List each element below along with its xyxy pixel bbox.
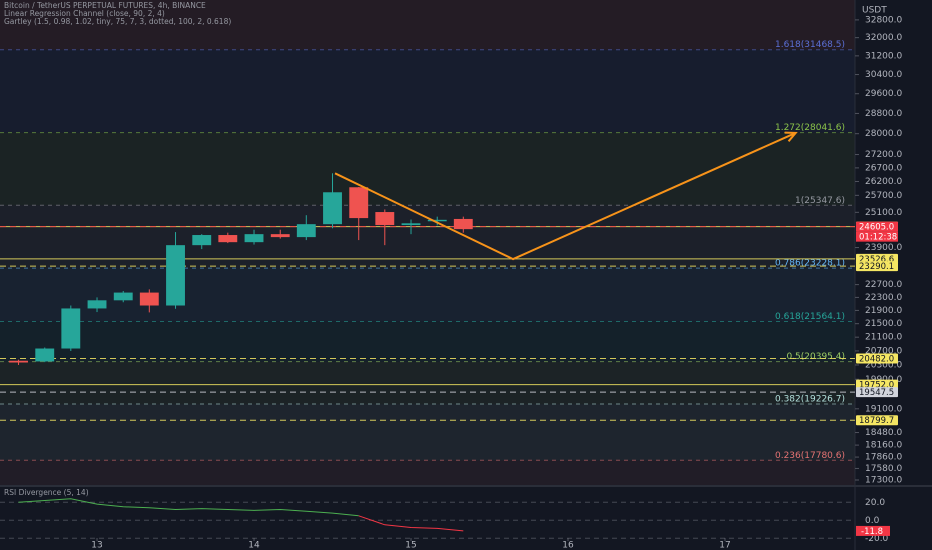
indicator-label: Linear Regression Channel (close, 90, 2,… xyxy=(4,9,165,18)
price-label-box xyxy=(856,353,898,364)
price-label: 18799.7 xyxy=(859,416,894,426)
x-tick-label: 14 xyxy=(248,541,260,550)
fib-label: 0.382(19226.7) xyxy=(775,395,845,405)
rsi-line xyxy=(18,498,359,517)
x-tick-label: 16 xyxy=(562,541,574,550)
y-tick-label: 21100.0 xyxy=(865,333,902,343)
x-tick-label: 13 xyxy=(91,541,102,550)
price-label: 19547.5 xyxy=(859,388,894,398)
candle-body xyxy=(87,300,107,309)
fib-label: 0.236(17780.6) xyxy=(775,451,845,461)
y-tick-label: 26200.0 xyxy=(865,177,902,187)
price-label: 24605.0 xyxy=(859,223,894,233)
price-label-box xyxy=(856,261,898,272)
y-tick-label: 20700.0 xyxy=(865,346,902,356)
y-tick-label: 32000.0 xyxy=(865,33,902,43)
y-tick-label: 26700.0 xyxy=(865,163,902,173)
y-tick-label: 22700.0 xyxy=(865,280,902,290)
fib-bands xyxy=(0,0,855,485)
y-tick-label: 25700.0 xyxy=(865,191,902,201)
fib-label: 1(25347.6) xyxy=(795,196,845,206)
y-tick-label: 17580.0 xyxy=(865,464,902,474)
price-label: 23526.6 xyxy=(859,255,894,265)
candle-body xyxy=(166,245,185,306)
candle-body xyxy=(113,292,133,301)
rsi-title: RSI Divergence (5, 14) xyxy=(4,488,89,497)
countdown-box xyxy=(856,231,898,242)
candle-body xyxy=(270,234,290,238)
rsi-last-box xyxy=(856,525,890,536)
chart-title: Bitcoin / TetherUS PERPETUAL FUTURES, 4h… xyxy=(4,1,206,10)
price-label-box xyxy=(856,221,898,232)
y-tick-label: 21500.0 xyxy=(865,319,902,329)
fib-label: 1.272(28041.6) xyxy=(775,123,845,133)
price-label: 19752.0 xyxy=(859,381,894,391)
y-tick-label: 22300.0 xyxy=(865,293,902,303)
candle-body xyxy=(296,224,316,238)
price-label-box xyxy=(856,387,898,398)
candle-body xyxy=(349,187,369,219)
pattern-arrowhead xyxy=(784,131,798,142)
y-tick-label: 27200.0 xyxy=(865,150,902,160)
y-tick-label: 28000.0 xyxy=(865,129,902,139)
indicator-label: Gartley (1.5, 0.98, 1.02, tiny, 75, 7, 3… xyxy=(4,17,231,26)
y-tick-label: 29600.0 xyxy=(865,89,902,99)
y-tick-label: 25100.0 xyxy=(865,208,902,218)
currency-label: USDT xyxy=(862,6,887,16)
y-tick-label: 18480.0 xyxy=(865,428,902,438)
fib-band xyxy=(0,361,855,405)
x-tick-label: 15 xyxy=(405,541,416,550)
fib-band xyxy=(0,49,855,133)
fib-band xyxy=(0,321,855,362)
candle-body xyxy=(218,235,238,243)
candle-body xyxy=(375,212,395,226)
fib-band xyxy=(0,404,855,461)
candle-body xyxy=(401,223,421,226)
candle-body xyxy=(192,235,212,246)
y-tick-label: 23900.0 xyxy=(865,243,902,253)
y-tick-label: 19100.0 xyxy=(865,404,902,414)
fib-label: 0.786(23228.1) xyxy=(775,259,845,269)
y-tick-label: 17860.0 xyxy=(865,453,902,463)
rsi-tick-label: -20.0 xyxy=(865,534,889,544)
candle-body xyxy=(9,360,28,363)
fib-band xyxy=(0,205,855,269)
rsi-tick-label: 20.0 xyxy=(865,498,885,508)
fib-band xyxy=(0,0,855,50)
fib-label: 1.618(31468.5) xyxy=(775,40,845,50)
candle-body xyxy=(427,219,447,222)
y-tick-label: 18160.0 xyxy=(865,441,902,451)
rsi-tick-label: 0.0 xyxy=(865,516,880,526)
candle-body xyxy=(35,348,55,362)
candle-body xyxy=(244,234,264,243)
rsi-last-label: -11.8 xyxy=(861,527,883,537)
price-label: 23290.1 xyxy=(859,262,894,272)
candle-body xyxy=(453,218,473,230)
y-tick-label: 17300.0 xyxy=(865,475,902,485)
pattern-line xyxy=(334,132,797,261)
rsi-line xyxy=(358,515,464,532)
y-tick-label: 21900.0 xyxy=(865,306,902,316)
fib-band xyxy=(0,132,855,206)
y-tick-label: 30400.0 xyxy=(865,70,902,80)
candle-body xyxy=(61,308,81,349)
y-tick-label: 20300.0 xyxy=(865,360,902,370)
y-tick-label: 31200.0 xyxy=(865,51,902,61)
fib-label: 0.5(20395.4) xyxy=(786,352,845,362)
candle-body xyxy=(139,292,159,306)
fib-band xyxy=(0,460,855,485)
candle-body xyxy=(323,192,342,225)
y-tick-label: 28800.0 xyxy=(865,109,902,119)
x-tick-label: 17 xyxy=(719,541,730,550)
fib-label: 0.618(21564.1) xyxy=(775,312,845,322)
price-label: 20482.0 xyxy=(859,355,894,365)
countdown: 01:12:38 xyxy=(859,233,897,243)
price-label-box xyxy=(856,415,898,426)
y-tick-label: 32800.0 xyxy=(865,15,902,25)
